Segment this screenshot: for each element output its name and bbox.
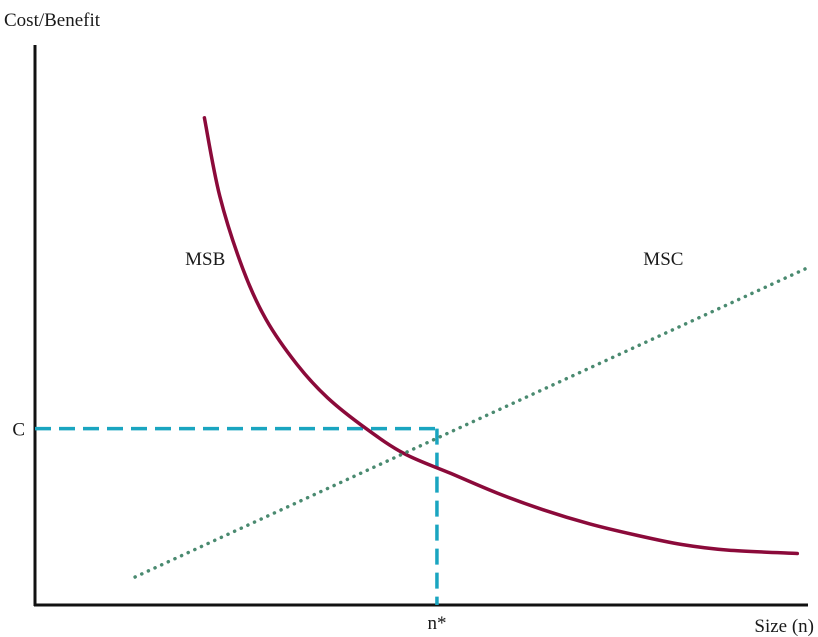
x-tick-label-n-star: n* <box>427 613 446 634</box>
msc-curve <box>133 267 807 579</box>
y-axis-label: Cost/Benefit <box>4 10 101 31</box>
y-tick-label-c: C <box>12 420 25 441</box>
series-label-msc: MSC <box>643 249 683 270</box>
x-axis-label: Size (n) <box>754 616 814 637</box>
equilibrium-guides <box>35 426 439 605</box>
series-layer <box>133 116 807 579</box>
msb-curve <box>202 116 800 556</box>
series-label-msb: MSB <box>185 249 225 270</box>
axes <box>33 45 808 607</box>
